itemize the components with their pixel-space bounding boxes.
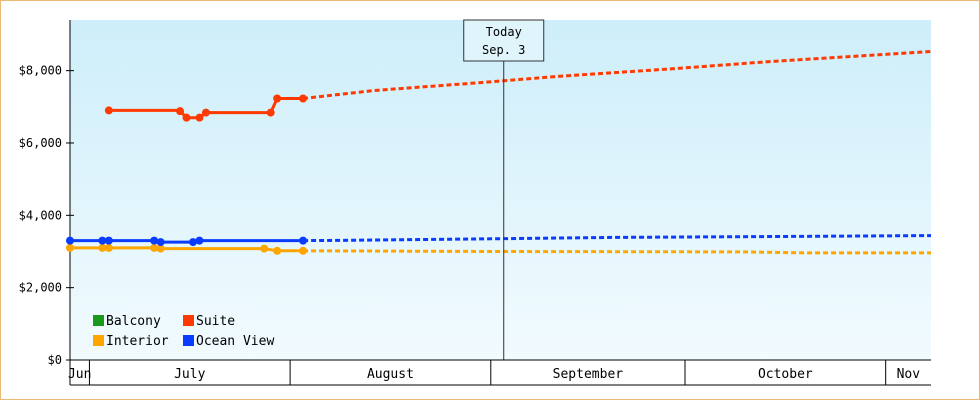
legend-label: Balcony bbox=[106, 314, 161, 329]
data-point-interior[interactable] bbox=[156, 244, 165, 253]
legend-swatch bbox=[183, 335, 194, 346]
data-point-suite[interactable] bbox=[266, 108, 275, 117]
data-point-ocean-view[interactable] bbox=[104, 236, 113, 245]
data-point-suite[interactable] bbox=[299, 94, 308, 103]
month-label: Jun bbox=[68, 367, 91, 382]
y-tick-label: $6,000 bbox=[19, 136, 62, 150]
month-label: September bbox=[553, 367, 624, 382]
data-point-suite[interactable] bbox=[273, 94, 282, 103]
today-label: Today bbox=[486, 25, 522, 39]
data-point-interior[interactable] bbox=[260, 244, 269, 253]
y-tick-label: $2,000 bbox=[19, 281, 62, 295]
month-label: August bbox=[367, 367, 414, 382]
y-tick-label: $8,000 bbox=[19, 64, 62, 78]
data-point-suite[interactable] bbox=[195, 113, 204, 122]
data-point-interior[interactable] bbox=[104, 243, 113, 252]
legend-item-interior[interactable]: Interior bbox=[93, 334, 169, 349]
forecast-line-ocean-view bbox=[303, 234, 932, 243]
month-label: July bbox=[174, 367, 205, 382]
data-point-ocean-view[interactable] bbox=[150, 236, 159, 245]
month-label: October bbox=[758, 367, 813, 382]
data-point-interior[interactable] bbox=[150, 243, 159, 252]
legend: Balcony Suite Interior Ocean View bbox=[93, 314, 274, 349]
data-point-interior[interactable] bbox=[273, 246, 282, 255]
legend-label: Suite bbox=[196, 314, 235, 329]
forecast-line-interior bbox=[303, 249, 931, 255]
y-axis: $0 $2,000 $4,000 $6,000 $8,000 bbox=[19, 20, 74, 367]
data-point-suite[interactable] bbox=[182, 113, 191, 122]
today-box bbox=[463, 19, 545, 62]
series-lines bbox=[66, 50, 932, 255]
data-point-suite[interactable] bbox=[201, 108, 210, 117]
data-point-ocean-view[interactable] bbox=[66, 236, 74, 245]
forecast-line-suite bbox=[302, 50, 932, 100]
data-point-interior[interactable] bbox=[66, 243, 74, 252]
data-point-suite[interactable] bbox=[104, 106, 113, 115]
data-point-suite[interactable] bbox=[176, 107, 185, 116]
today-date-label: Sep. 3 bbox=[482, 43, 525, 57]
legend-swatch bbox=[183, 315, 194, 326]
data-point-interior[interactable] bbox=[299, 246, 308, 255]
month-label: Nov bbox=[897, 367, 921, 382]
legend-label: Interior bbox=[106, 334, 169, 349]
legend-item-ocean-view[interactable]: Ocean View bbox=[183, 334, 274, 349]
legend-swatch bbox=[93, 335, 104, 346]
series-interior bbox=[66, 243, 931, 255]
series-ocean-view bbox=[66, 234, 932, 247]
legend-item-balcony[interactable]: Balcony bbox=[93, 314, 161, 329]
data-point-ocean-view[interactable] bbox=[156, 238, 165, 247]
series-suite bbox=[104, 50, 932, 122]
legend-swatch bbox=[93, 315, 104, 326]
data-point-ocean-view[interactable] bbox=[299, 236, 308, 245]
y-tick-label: $0 bbox=[48, 353, 62, 367]
data-point-ocean-view[interactable] bbox=[98, 236, 107, 245]
today-marker: Today Sep. 3 bbox=[463, 19, 545, 360]
data-point-interior[interactable] bbox=[98, 243, 107, 252]
y-tick-label: $4,000 bbox=[19, 208, 62, 222]
legend-label: Ocean View bbox=[196, 334, 274, 349]
x-axis: Jun July August September October Nov bbox=[68, 359, 931, 386]
data-point-ocean-view[interactable] bbox=[189, 238, 197, 247]
plot-background bbox=[70, 20, 931, 360]
data-point-ocean-view[interactable] bbox=[195, 236, 204, 245]
legend-item-suite[interactable]: Suite bbox=[183, 314, 235, 329]
